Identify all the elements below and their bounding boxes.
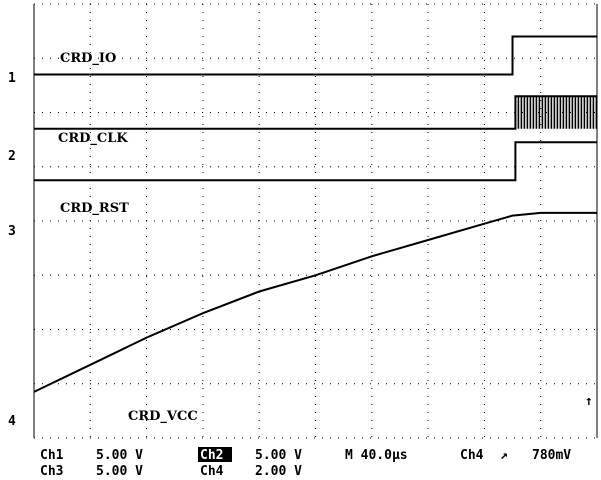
graticule — [33, 3, 598, 439]
channel-3-label: CRD_RST — [60, 201, 129, 216]
channel-4-label: CRD_VCC — [128, 409, 198, 424]
trace-crd-vcc — [33, 211, 597, 393]
ch1-readout-scale: 5.00 V — [96, 448, 143, 463]
trigger-level-marker: ↑ — [585, 394, 593, 409]
channel-1-label: CRD_IO — [60, 51, 116, 66]
channel-2-label: CRD_CLK — [58, 131, 128, 146]
channel-4-marker: 4 — [8, 414, 16, 429]
channel-2-marker: 2 — [8, 149, 16, 164]
ch2-readout-label: Ch2 — [200, 448, 223, 463]
trace-group — [33, 35, 598, 393]
trace-crd-io — [34, 35, 597, 76]
channel-3-marker: 3 — [8, 224, 16, 239]
trigger-slope-icon: ↗ — [500, 448, 508, 463]
trace-crd-clk — [34, 95, 597, 130]
timebase-readout: M 40.0µs — [345, 448, 408, 463]
ch4-readout-scale: 2.00 V — [255, 464, 302, 479]
trace-crd-rst — [34, 141, 597, 182]
ch3-readout-scale: 5.00 V — [96, 464, 143, 479]
ch3-readout-label: Ch3 — [40, 464, 63, 479]
trigger-source-readout: Ch4 — [460, 448, 484, 463]
channel-1-marker: 1 — [8, 71, 16, 86]
ch4-readout-label: Ch4 — [200, 464, 224, 479]
ch2-readout-scale: 5.00 V — [255, 448, 302, 463]
ch2-readout-highlight — [198, 447, 232, 462]
ch1-readout-label: Ch1 — [40, 448, 64, 463]
clock-burst — [514, 96, 598, 129]
trigger-level-readout: 780mV — [532, 448, 571, 463]
